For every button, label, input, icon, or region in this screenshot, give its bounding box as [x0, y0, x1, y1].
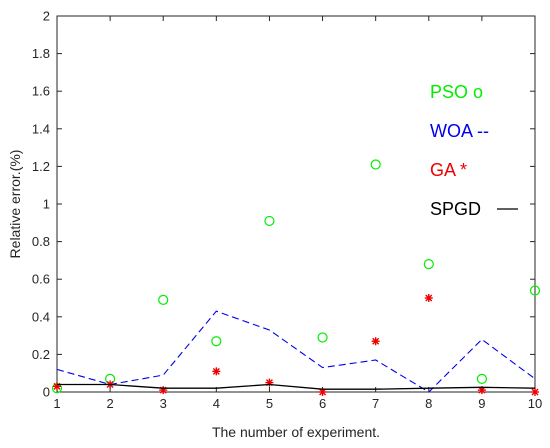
y-tick-label: 1: [43, 197, 50, 212]
x-tick-label: 10: [528, 396, 542, 411]
x-tick-label: 8: [425, 396, 432, 411]
x-tick-label: 6: [319, 396, 326, 411]
legend-label: SPGD: [430, 199, 481, 219]
y-tick-label: 0.2: [32, 347, 50, 362]
x-tick-label: 7: [372, 396, 379, 411]
ga-data-point: [265, 378, 274, 387]
star-stroke: [478, 386, 486, 394]
x-tick-label: 3: [160, 396, 167, 411]
star-stroke: [372, 337, 380, 345]
ga-data-point: [424, 294, 433, 302]
pso-data-point: [264, 215, 275, 227]
ga-data-point: [53, 382, 61, 391]
pso-data-point: [423, 259, 434, 270]
legend-group: PSO o WOA -- GA * SPGD: [430, 82, 518, 219]
ga-data-point: [531, 388, 539, 396]
legend-label: GA *: [430, 160, 467, 180]
star-stroke: [425, 294, 433, 302]
x-tick-label: 4: [213, 396, 220, 411]
pso-data-point: [158, 294, 169, 305]
y-tick-label: 0.8: [32, 234, 50, 249]
pso-data-point: [529, 285, 541, 296]
spgd-series-line: [57, 383, 536, 390]
pso-data-point: [317, 332, 328, 343]
legend-label: WOA --: [430, 121, 489, 141]
x-tick-label: 5: [266, 396, 273, 411]
y-tick-label: 2: [43, 9, 50, 24]
y-tick-label: 1.6: [32, 84, 50, 99]
star-stroke: [212, 367, 220, 375]
y-tick-label: 1.4: [32, 121, 50, 136]
series-group: [51, 159, 541, 396]
woa-series-line: [56, 310, 536, 393]
x-tick-label: 2: [106, 396, 113, 411]
star-stroke: [531, 388, 539, 396]
y-tick-label: 1.8: [32, 46, 50, 61]
ga-data-point: [371, 337, 380, 346]
x-axis-label: The number of experiment.: [212, 424, 380, 440]
y-tick-label: 0.4: [32, 309, 50, 324]
tick-labels-group: 1 2 3 4 5 6 7 8 9 10 0 0.2 0.4 0.6 0.8 1 1.2 1.4 1.6 1.8 2: [32, 9, 542, 412]
x-tick-label: 1: [53, 396, 60, 411]
legend-label: PSO o: [430, 82, 483, 102]
ga-data-point: [159, 386, 168, 395]
y-tick-label: 0.6: [32, 272, 50, 287]
x-tick-label: 9: [478, 396, 485, 411]
pso-data-point: [370, 159, 381, 170]
y-tick-label: 1.2: [32, 159, 50, 174]
ga-data-point: [212, 367, 221, 376]
y-tick-label: 0: [43, 385, 50, 400]
pso-data-point: [476, 373, 487, 384]
star-stroke: [319, 388, 327, 396]
y-axis-label: Relative error.(%): [7, 150, 23, 259]
pso-data-point: [211, 336, 222, 347]
ga-data-point: [477, 386, 486, 395]
